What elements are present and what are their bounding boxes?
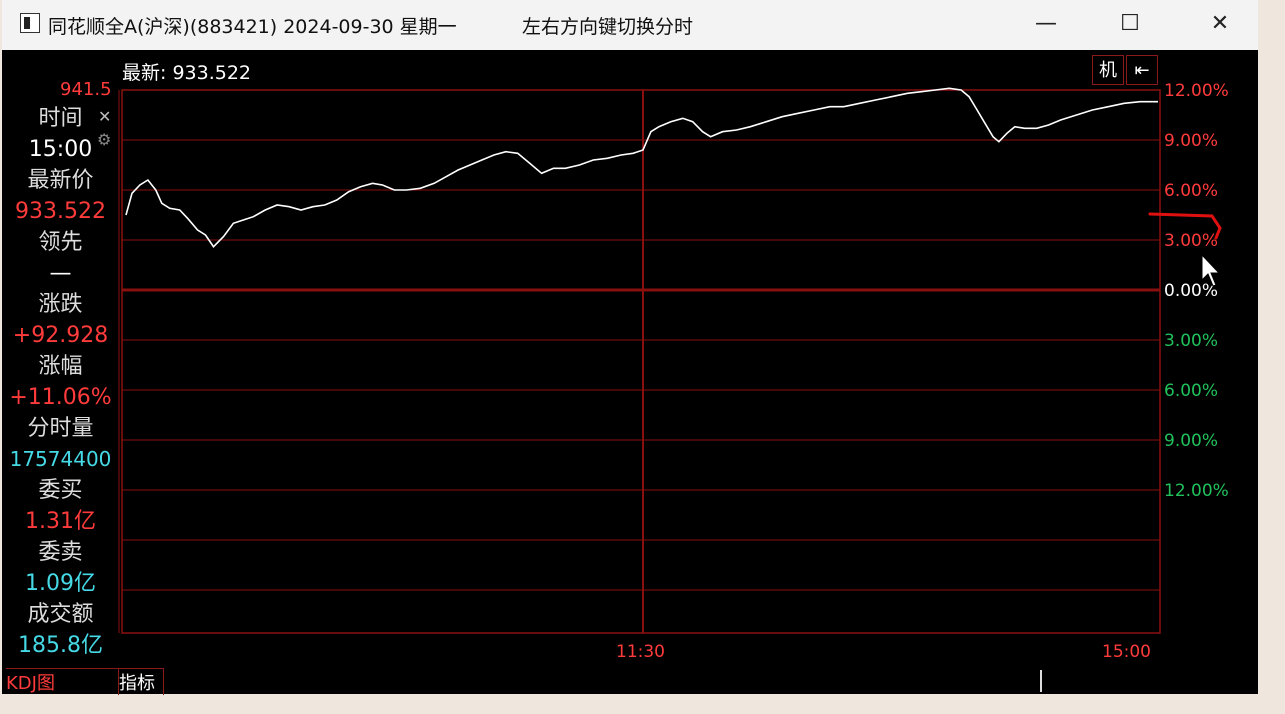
maximize-button[interactable]: ☐ <box>1120 11 1140 36</box>
latest-price-title: 最新价 <box>27 168 94 193</box>
tab-indicator[interactable]: 指标 <box>118 668 164 695</box>
turnover-value: 185.8亿 <box>18 633 103 658</box>
bid-label: 委买 <box>38 478 83 503</box>
cursor-marker <box>1040 670 1042 692</box>
y-tick-label: 6.00% <box>1164 181 1218 201</box>
y-tick-label: 9.00% <box>1164 131 1218 151</box>
leading-label: 领先 <box>38 230 83 255</box>
bid-value: 1.31亿 <box>25 509 96 534</box>
quote-panel: 时间 15:00 最新价 933.522 领先 — 涨跌 +92.928 涨幅 … <box>2 103 119 673</box>
latest-price-label: 最新: 933.522 <box>122 62 252 84</box>
y-tick-label-zero: 0.00% <box>1164 281 1218 301</box>
time-label: 时间 <box>38 106 83 131</box>
y-tick-label: 3.00% <box>1164 331 1218 351</box>
change-value: +92.928 <box>12 323 109 348</box>
annotation-mark <box>1148 212 1222 240</box>
app-window: 同花顺全A(沪深)(883421) 2024-09-30 星期一 左右方向键切换… <box>2 0 1258 695</box>
close-button[interactable]: ✕ <box>1210 11 1230 36</box>
latest-price-value: 933.522 <box>15 199 106 224</box>
machine-button[interactable]: 机 <box>1092 55 1124 85</box>
title-bar[interactable]: 同花顺全A(沪深)(883421) 2024-09-30 星期一 左右方向键切换… <box>2 0 1258 50</box>
y-tick-label: 6.00% <box>1164 381 1218 401</box>
gear-icon[interactable]: ⚙ <box>97 130 112 149</box>
mouse-cursor-icon <box>1201 253 1221 287</box>
change-label: 涨跌 <box>38 292 83 317</box>
window-title: 同花顺全A(沪深)(883421) 2024-09-30 星期一 <box>48 16 457 38</box>
y-tick-label: 12.00% <box>1164 81 1229 101</box>
indicator-tabs: KDJ图 指标 <box>2 664 172 695</box>
change-pct-label: 涨幅 <box>38 354 83 379</box>
y-tick-label: 12.00% <box>1164 481 1229 501</box>
x-tick-label: 15:00 <box>1102 642 1151 662</box>
turnover-label: 成交额 <box>27 602 94 627</box>
title-hint: 左右方向键切换分时 <box>522 16 694 38</box>
close-icon[interactable]: ✕ <box>98 107 112 126</box>
minimize-button[interactable]: — <box>1035 11 1057 36</box>
time-value: 15:00 <box>28 137 93 162</box>
leading-value: — <box>49 261 72 286</box>
app-icon <box>20 13 40 33</box>
ask-label: 委卖 <box>38 540 83 565</box>
back-arrow-icon[interactable]: ⇤ <box>1126 55 1158 85</box>
price-line <box>125 87 1158 248</box>
tab-kdj[interactable]: KDJ图 <box>6 668 119 695</box>
volume-label: 分时量 <box>27 416 94 441</box>
top-price-label: 941.5 <box>60 79 112 100</box>
y-tick-label: 3.00% <box>1164 231 1218 251</box>
y-tick-label: 9.00% <box>1164 431 1218 451</box>
change-pct-value: +11.06% <box>9 385 112 410</box>
chart-area[interactable]: 12.00% 9.00% 6.00% 3.00% 0.00% 3.00% 6.00% 9.00… <box>2 50 1258 695</box>
ask-value: 1.09亿 <box>25 571 96 596</box>
chart-frame <box>121 89 1161 634</box>
x-tick-label: 11:30 <box>616 642 665 662</box>
volume-value: 17574400 <box>9 447 112 471</box>
intraday-chart[interactable]: 12.00% 9.00% 6.00% 3.00% 0.00% 3.00% 6.00% 9.00… <box>2 50 1258 694</box>
